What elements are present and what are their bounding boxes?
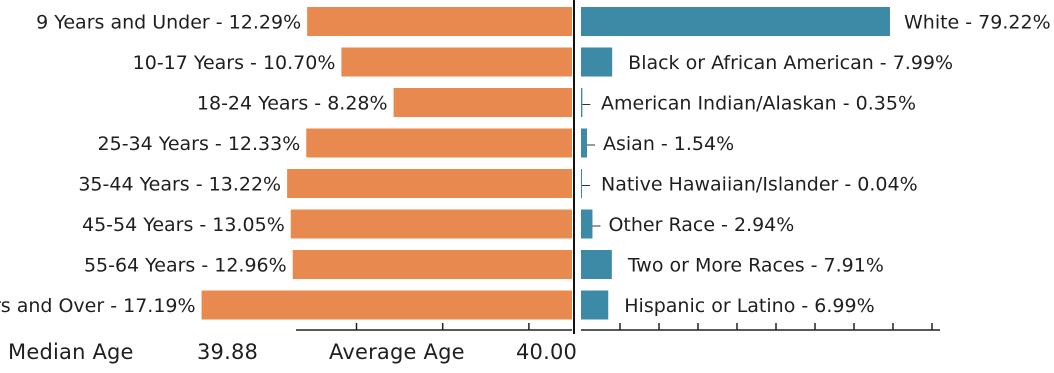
age-bar bbox=[306, 128, 572, 158]
race-bar bbox=[581, 290, 609, 320]
age-bar bbox=[307, 7, 572, 36]
median-age-label: Median Age bbox=[8, 340, 134, 364]
age-bar-label: 18-24 Years - 8.28% bbox=[197, 93, 388, 115]
age-bar-label: 45-54 Years - 13.05% bbox=[82, 214, 285, 236]
age-bar-label: 55-64 Years - 12.96% bbox=[84, 255, 287, 277]
age-bar-label: 35-44 Years - 13.22% bbox=[78, 174, 281, 196]
average-age-label: Average Age bbox=[329, 340, 465, 364]
race-bar bbox=[581, 7, 890, 36]
age-bar bbox=[393, 88, 572, 117]
average-age-value: 40.00 bbox=[516, 340, 578, 364]
age-bar-label: 65 Years and Over - 17.19% bbox=[0, 295, 196, 317]
median-age-value: 39.88 bbox=[197, 340, 259, 364]
age-bar-label: 9 Years and Under - 12.29% bbox=[36, 12, 301, 34]
race-bar bbox=[581, 209, 593, 239]
race-bar bbox=[581, 47, 613, 77]
race-bar-label: American Indian/Alaskan - 0.35% bbox=[601, 93, 916, 115]
race-bar bbox=[581, 250, 612, 279]
race-bar-label: Other Race - 2.94% bbox=[608, 214, 794, 236]
age-bar-label: 10-17 Years - 10.70% bbox=[133, 52, 336, 74]
race-bar bbox=[581, 128, 588, 158]
age-bar bbox=[290, 209, 572, 239]
race-bar bbox=[581, 88, 583, 117]
race-bar-label: Hispanic or Latino - 6.99% bbox=[624, 295, 874, 317]
age-bar bbox=[341, 47, 572, 77]
race-bar-label: White - 79.22% bbox=[904, 12, 1051, 34]
race-bar-label: Asian - 1.54% bbox=[603, 133, 734, 155]
age-bar bbox=[287, 169, 572, 198]
race-bar bbox=[581, 169, 582, 198]
age-bar bbox=[292, 250, 572, 279]
race-bar-label: Native Hawaiian/Islander - 0.04% bbox=[601, 174, 918, 196]
race-bar-label: Two or More Races - 7.91% bbox=[627, 255, 884, 277]
age-bar bbox=[201, 290, 573, 320]
race-bar-label: Black or African American - 7.99% bbox=[628, 52, 953, 74]
age-bar-label: 25-34 Years - 12.33% bbox=[98, 133, 301, 155]
